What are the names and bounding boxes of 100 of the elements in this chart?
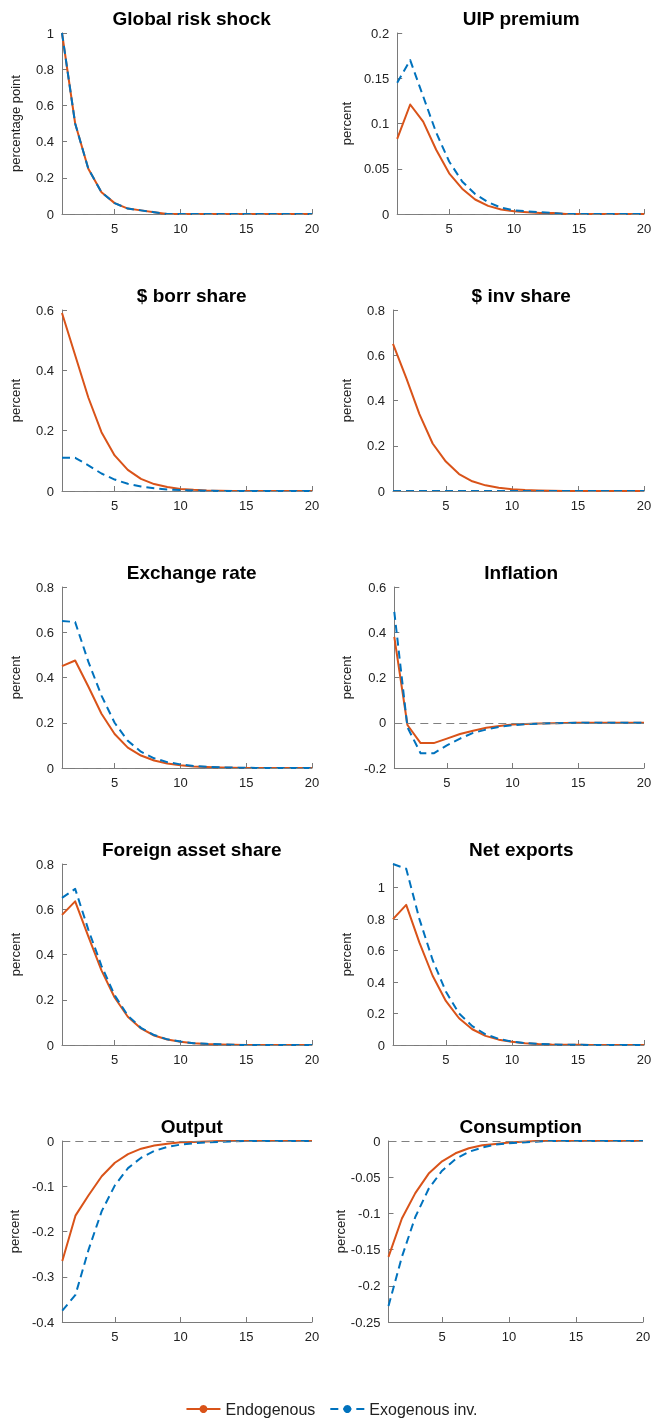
- chart-title: Exchange rate: [126, 562, 257, 583]
- chart-title: Inflation: [483, 562, 558, 583]
- y-tick-label: 0.4: [35, 670, 54, 685]
- y-tick-label: 0: [377, 1037, 385, 1053]
- y-tick-label: -0.1: [31, 1178, 55, 1194]
- x-tick-label: 20: [635, 1329, 651, 1344]
- y-axis-title: percent: [338, 101, 354, 146]
- chart-title: UIP premium: [462, 8, 580, 29]
- line-series: [387, 1140, 644, 1308]
- x-tick-label: 20: [636, 775, 651, 790]
- y-axis-title: percent: [8, 655, 23, 700]
- x-tick-label: 15: [570, 775, 586, 790]
- y-tick-label: 0: [373, 1133, 381, 1149]
- x-tick-label: 5: [441, 1052, 449, 1067]
- x-tick-label: 5: [445, 221, 453, 236]
- y-tick-label: 0.2: [367, 670, 386, 685]
- y-tick-label: 0.8: [35, 856, 54, 872]
- x-tick-label: 10: [504, 498, 519, 513]
- x-tick-label: 15: [238, 775, 254, 790]
- chart-title: $ inv share: [471, 285, 571, 306]
- y-tick-label: -0.1: [358, 1205, 381, 1221]
- y-tick-label: 0: [377, 483, 385, 499]
- y-axis-title: percent: [338, 655, 354, 700]
- y-tick-label: 0.05: [363, 161, 389, 177]
- x-tick-label: 15: [570, 1052, 585, 1067]
- y-axis-title: percentage point: [8, 74, 23, 172]
- y-tick-label: 0: [46, 483, 54, 499]
- y-tick-label: 0.6: [366, 347, 385, 363]
- y-tick-label: -0.4: [31, 1314, 55, 1330]
- x-tick-label: 10: [173, 498, 188, 513]
- line-series: [61, 1140, 313, 1262]
- y-axis-title: percent: [338, 932, 354, 977]
- y-tick-label: 0.1: [370, 116, 389, 131]
- x-tick-label: 15: [239, 1329, 254, 1344]
- y-tick-label: 0.6: [35, 901, 54, 917]
- y-tick-label: 0: [46, 1037, 54, 1053]
- y-tick-label: 0.4: [35, 134, 54, 150]
- chart-title: $ borr share: [136, 285, 247, 306]
- y-tick-label: 0.8: [35, 579, 54, 595]
- x-tick-label: 10: [173, 775, 188, 790]
- y-tick-label: 0.4: [367, 624, 386, 640]
- x-tick-label: 20: [304, 498, 320, 513]
- x-tick-label: 20: [304, 775, 320, 790]
- y-tick-label: 1: [377, 880, 385, 896]
- line-series: [61, 32, 313, 215]
- y-tick-label: 0.2: [35, 992, 54, 1008]
- y-tick-label: -0.2: [358, 1278, 381, 1294]
- legend-label: Endogenous: [225, 1400, 316, 1418]
- y-tick-label: 0.8: [35, 61, 54, 77]
- y-tick-label: 0: [46, 760, 54, 776]
- x-tick-label: 15: [238, 498, 254, 513]
- y-tick-label: 0: [46, 206, 54, 222]
- chart-title: Net exports: [468, 839, 574, 860]
- y-axis-title: percent: [8, 378, 23, 423]
- y-tick-label: 0: [381, 206, 389, 222]
- y-axis-title: percent: [332, 1209, 348, 1254]
- y-axis-title: percent: [7, 1209, 22, 1254]
- x-tick-label: 5: [442, 775, 450, 790]
- x-tick-label: 5: [111, 775, 119, 790]
- y-tick-label: 0.4: [35, 947, 54, 962]
- chart-title: Output: [160, 1116, 224, 1137]
- x-tick-label: 20: [636, 221, 651, 236]
- x-tick-label: 5: [111, 1329, 119, 1344]
- y-tick-label: 0.4: [35, 362, 54, 378]
- x-tick-label: 10: [504, 1052, 519, 1067]
- x-tick-label: 5: [111, 498, 119, 513]
- y-tick-label: -0.2: [363, 760, 386, 776]
- x-tick-label: 15: [568, 1329, 584, 1344]
- x-tick-label: 10: [504, 775, 520, 790]
- chart-title: Global risk shock: [112, 8, 272, 29]
- x-tick-label: 5: [111, 221, 119, 236]
- y-tick-label: 0.2: [370, 25, 389, 41]
- y-tick-label: 0: [47, 1133, 55, 1149]
- x-tick-label: 10: [173, 1052, 188, 1067]
- x-tick-label: 5: [441, 498, 449, 513]
- y-tick-label: 1: [46, 25, 54, 41]
- y-axis-title: percent: [8, 932, 23, 977]
- y-tick-label: 0.8: [366, 911, 385, 927]
- x-tick-label: 20: [636, 1052, 651, 1067]
- x-tick-label: 15: [571, 221, 586, 236]
- x-tick-label: 15: [238, 221, 254, 236]
- chart-title: Foreign asset share: [101, 839, 282, 860]
- x-tick-label: 10: [506, 221, 521, 236]
- y-tick-label: -0.05: [350, 1169, 381, 1185]
- x-tick-label: 20: [304, 221, 320, 236]
- x-tick-label: 5: [111, 1052, 119, 1067]
- y-tick-label: 0.2: [35, 170, 54, 186]
- x-tick-label: 20: [636, 498, 651, 513]
- y-tick-label: 0.6: [366, 943, 385, 959]
- y-tick-label: 0.4: [366, 974, 385, 990]
- x-tick-label: 10: [501, 1329, 517, 1344]
- legend-label: Exogenous inv.: [369, 1400, 478, 1418]
- y-tick-label: 0.6: [35, 97, 54, 113]
- x-tick-label: 20: [304, 1329, 320, 1344]
- y-axis-title: percent: [338, 378, 354, 423]
- y-tick-label: -0.25: [350, 1314, 381, 1330]
- x-tick-label: 20: [304, 1052, 320, 1067]
- y-tick-label: 0.2: [35, 715, 54, 731]
- y-tick-label: -0.2: [31, 1224, 55, 1239]
- chart-title: Consumption: [459, 1116, 582, 1137]
